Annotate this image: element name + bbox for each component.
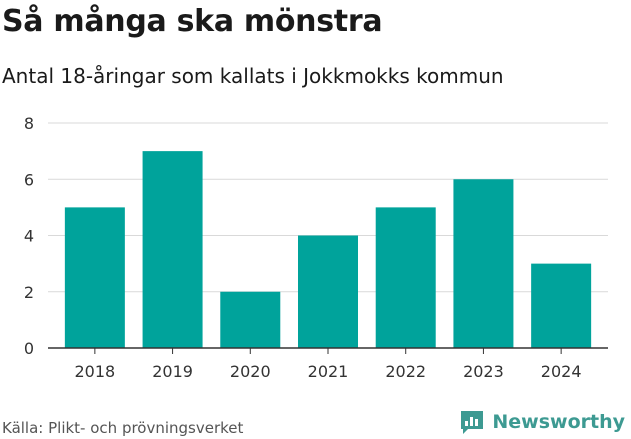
y-tick-label: 8 bbox=[24, 114, 34, 133]
x-tick-label: 2021 bbox=[308, 362, 349, 381]
bar-chart: 0 2 4 6 8 2018 2019 2020 2021 2022 2023 2024 bbox=[24, 114, 608, 381]
x-tick-label: 2020 bbox=[230, 362, 271, 381]
bar-2018 bbox=[64, 207, 125, 348]
newsworthy-logo-icon bbox=[461, 411, 484, 434]
x-tick-label: 2022 bbox=[385, 362, 426, 381]
y-tick-label: 6 bbox=[24, 170, 34, 189]
bar-2019 bbox=[142, 151, 203, 348]
y-tick-label: 0 bbox=[24, 339, 34, 358]
x-tick-label: 2023 bbox=[463, 362, 504, 381]
bar-2023 bbox=[453, 179, 514, 348]
x-tick-label: 2018 bbox=[74, 362, 115, 381]
y-tick-label: 2 bbox=[24, 283, 34, 302]
bar-2024 bbox=[531, 263, 592, 348]
bar-2021 bbox=[298, 235, 358, 348]
bar-2022 bbox=[375, 207, 436, 348]
source-note: Källa: Plikt- och prövningsverket bbox=[2, 419, 244, 437]
brand-name: Newsworthy bbox=[492, 411, 625, 433]
chart-title: Så många ska mönstra bbox=[2, 4, 383, 39]
y-tick-label: 4 bbox=[24, 227, 34, 246]
bar-2020 bbox=[220, 291, 281, 348]
brand-logo[interactable]: Newsworthy bbox=[458, 408, 625, 436]
x-tick-label: 2019 bbox=[152, 362, 193, 381]
x-tick-label: 2024 bbox=[541, 362, 582, 381]
chart-subtitle: Antal 18-åringar som kallats i Jokkmokks… bbox=[2, 64, 504, 88]
